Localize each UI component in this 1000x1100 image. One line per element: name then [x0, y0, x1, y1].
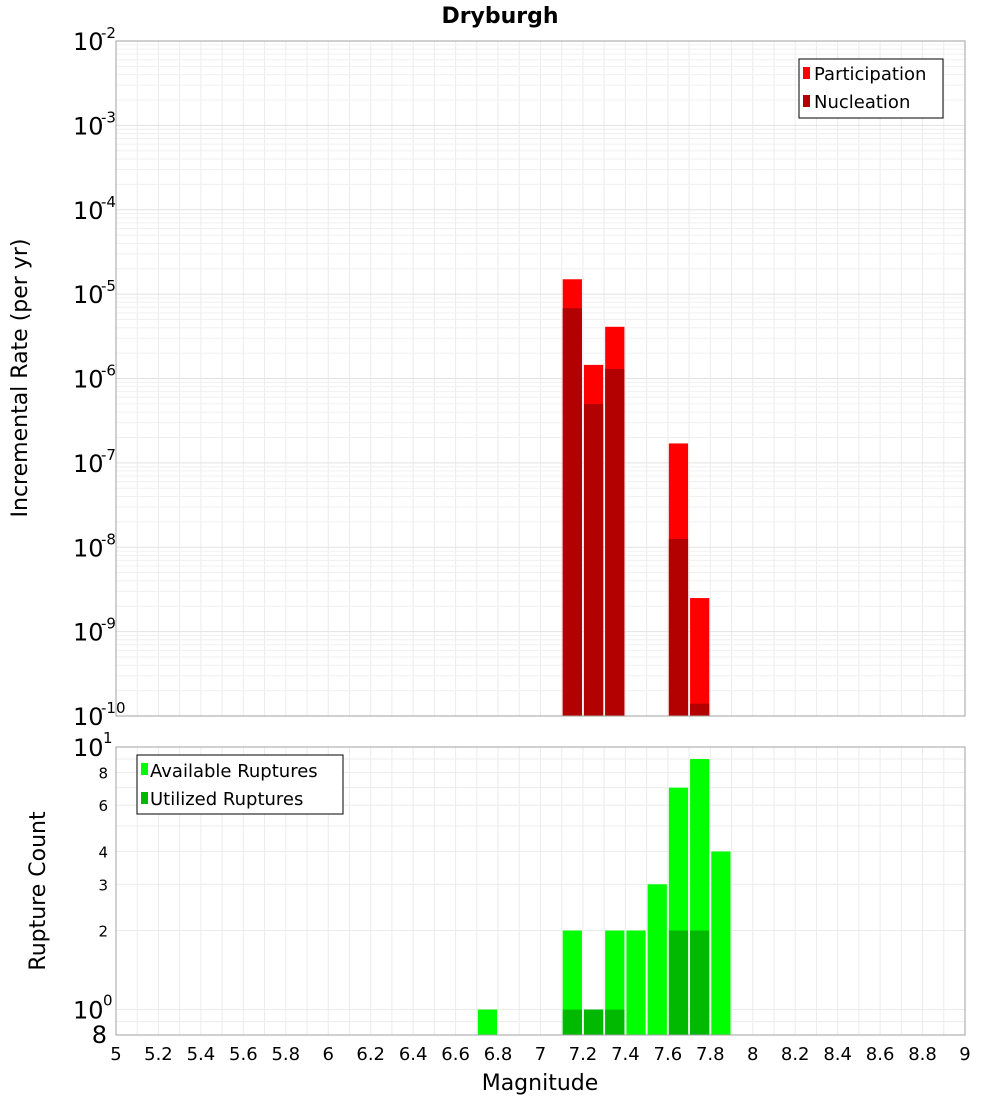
nucleation-legend-label: Nucleation: [814, 92, 910, 113]
rate-panel: 10-210-310-410-510-610-710-810-910-10 In…: [8, 24, 966, 731]
x-tick-label: 7.4: [611, 1044, 640, 1065]
x-tick-label: 7.2: [569, 1044, 598, 1065]
x-tick-label: 8: [747, 1044, 758, 1065]
rate-y-tick-label: 10: [73, 281, 104, 309]
participation-legend-label: Participation: [814, 64, 926, 85]
rate-y-tick-label: 10: [73, 619, 104, 647]
rate-y-tick-label: 10: [73, 366, 104, 394]
chart-title: Dryburgh: [441, 4, 558, 29]
rate-y-tick-exponent: -8: [101, 530, 116, 548]
count-y-tick-label: 10: [73, 997, 104, 1025]
count-plot-frame: [115, 746, 966, 1036]
count-available-bar: [711, 851, 731, 1035]
x-tick-label: 6.6: [441, 1044, 470, 1065]
x-tick-label: 5.2: [144, 1044, 173, 1065]
rate-y-tick-label: 10: [73, 28, 104, 56]
rate-y-tick-label: 10: [73, 703, 104, 731]
x-tick-label: 6.8: [484, 1044, 513, 1065]
count-available-bar: [605, 930, 625, 1035]
x-tick-label: 8.8: [908, 1044, 937, 1065]
count-y-axis-label: Rupture Count: [26, 811, 51, 971]
count-available-bar: [647, 884, 667, 1035]
x-tick-label: 7.8: [696, 1044, 725, 1065]
rate-plot-frame: [115, 40, 966, 717]
count-utilized-bar: [583, 1009, 604, 1035]
x-tick-label: 6: [323, 1044, 334, 1065]
rate-participation-bar: [690, 598, 710, 716]
x-tick-label: 8.6: [866, 1044, 895, 1065]
rate-y-tick-label: 10: [73, 197, 104, 225]
rate-y-ticks: 10-210-310-410-510-610-710-810-910-10: [73, 24, 126, 731]
rate-bars: [562, 279, 710, 716]
count-utilized-bar: [690, 930, 710, 1035]
rate-nucleation-bar: [583, 403, 604, 716]
x-tick-label: 6.4: [399, 1044, 428, 1065]
count-legend: Available Ruptures Utilized Ruptures: [136, 754, 344, 815]
rate-y-tick-label: 10: [73, 534, 104, 562]
rate-y-tick-exponent: -5: [101, 277, 116, 295]
count-legend-box: [136, 754, 344, 815]
rate-y-tick-label: 10: [73, 112, 104, 140]
rate-y-tick-exponent: -6: [101, 362, 116, 380]
rate-legend: Participation Nucleation: [798, 58, 944, 119]
utilized-legend-label: Utilized Ruptures: [150, 789, 303, 810]
count-y-tick-label: 4: [98, 843, 108, 861]
count-y-tick-label: 8: [98, 764, 108, 782]
rate-nucleation-bar: [605, 368, 625, 716]
nucleation-legend-swatch: [803, 95, 810, 107]
rate-y-tick-exponent: -4: [101, 193, 116, 211]
available-legend-swatch: [141, 763, 148, 775]
rate-nucleation-bar: [668, 539, 689, 716]
count-bars: [477, 759, 731, 1035]
x-axis-ticks: 5 5.2 5.4 5.6 5.8 6 6.2 6.4 6.6 6.8 7 7.2 7.4 7.6 7.8 8…: [110, 1044, 970, 1065]
rate-y-tick-exponent: -7: [101, 446, 116, 464]
rate-y-tick-exponent: -10: [101, 699, 126, 717]
utilized-legend-swatch: [141, 792, 148, 804]
count-y-tick-label: 2: [98, 923, 108, 941]
x-tick-label: 5.8: [271, 1044, 300, 1065]
rate-y-tick-exponent: -9: [101, 615, 116, 633]
x-axis-label: Magnitude: [482, 1071, 599, 1096]
x-tick-label: 7: [535, 1044, 546, 1065]
rate-y-tick-exponent: -2: [101, 24, 116, 42]
x-tick-label: 7.6: [654, 1044, 683, 1065]
count-available-bar: [477, 1009, 498, 1035]
x-tick-label: 8.4: [823, 1044, 852, 1065]
x-tick-label: 5: [110, 1044, 121, 1065]
available-legend-label: Available Ruptures: [150, 761, 318, 782]
count-available-bar: [626, 930, 646, 1035]
x-tick-label: 5.4: [187, 1044, 216, 1065]
rate-y-axis-label: Incremental Rate (per yr): [8, 239, 33, 518]
rate-nucleation-bar: [562, 308, 582, 716]
rate-legend-box: [798, 58, 944, 119]
count-utilized-bar: [562, 1009, 582, 1035]
x-tick-label: 6.2: [356, 1044, 385, 1065]
count-y-tick-label: 10: [73, 734, 104, 762]
count-y-tick-label: 8: [92, 1021, 107, 1049]
x-tick-label: 8.2: [781, 1044, 810, 1065]
participation-legend-swatch: [803, 67, 810, 79]
count-y-tick-label: 3: [98, 876, 108, 894]
count-y-tick-exponent: 1: [103, 729, 113, 747]
count-y-tick-label: 6: [98, 797, 108, 815]
rate-y-tick-exponent: -3: [101, 108, 116, 126]
rate-grid: [116, 41, 965, 717]
count-utilized-bar: [605, 1009, 625, 1035]
count-utilized-bar: [668, 930, 689, 1035]
rate-y-tick-label: 10: [73, 450, 104, 478]
x-tick-label: 9: [959, 1044, 970, 1065]
x-tick-label: 5.6: [229, 1044, 258, 1065]
rate-nucleation-bar: [690, 703, 710, 716]
count-y-tick-exponent: 0: [103, 992, 113, 1010]
count-available-bar: [562, 930, 582, 1035]
